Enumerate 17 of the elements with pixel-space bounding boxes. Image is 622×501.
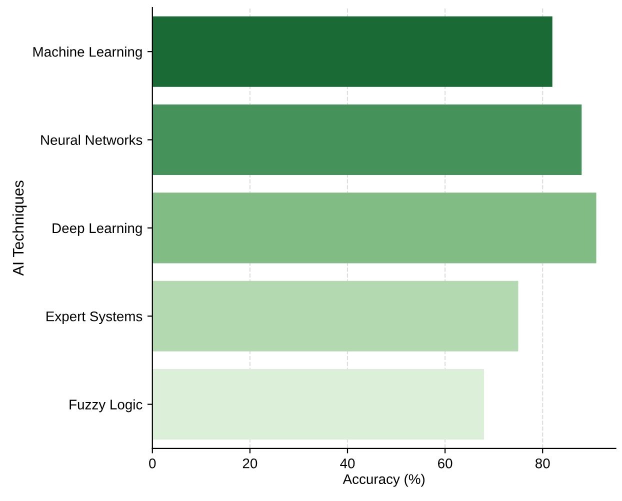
y-tick-label: Expert Systems <box>46 311 142 324</box>
x-tick-label: 20 <box>242 458 258 468</box>
bar <box>152 104 582 176</box>
x-tick-label: 60 <box>438 458 452 468</box>
x-tick-label: 40 <box>340 458 355 468</box>
x-tick-label: 80 <box>535 458 550 468</box>
y-tick-label: Fuzzy Logic <box>70 399 142 412</box>
bar <box>152 280 518 352</box>
bar <box>152 192 596 264</box>
y-tick-label: Deep Learning <box>52 222 142 236</box>
bar <box>152 16 552 87</box>
bar <box>152 369 484 440</box>
y-tick-label: Neural Networks <box>41 134 142 145</box>
x-axis-title: Accuracy (%) <box>342 474 425 487</box>
x-tick-label: 0 <box>149 458 156 468</box>
y-axis-title: AI Techniques <box>12 180 27 276</box>
y-tick-label: Machine Learning <box>33 46 142 60</box>
